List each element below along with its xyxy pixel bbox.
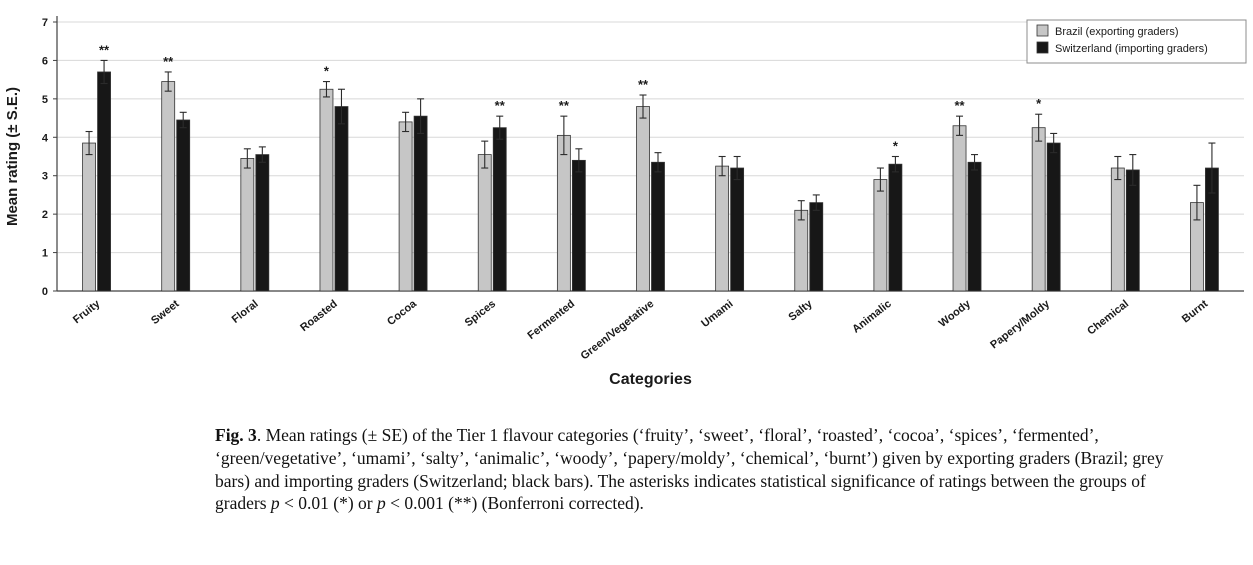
bar — [1110, 167, 1125, 292]
bar — [398, 121, 413, 292]
y-axis-title: Mean rating (± S.E.) — [4, 87, 21, 226]
y-tick-label: 4 — [42, 132, 49, 144]
bar — [651, 161, 665, 292]
significance-marker: * — [324, 64, 330, 79]
bar — [556, 134, 571, 292]
bar — [477, 154, 492, 292]
bar — [636, 106, 650, 292]
bar — [240, 158, 255, 292]
y-tick-label: 6 — [42, 55, 48, 67]
y-tick-label: 7 — [42, 17, 48, 29]
bar — [1125, 169, 1140, 292]
bar — [571, 159, 586, 292]
x-tick-label: Woody — [937, 297, 974, 329]
caption-segment: p — [270, 493, 280, 514]
bar — [967, 161, 982, 292]
legend-label: Brazil (exporting graders) — [1055, 26, 1179, 38]
bar — [176, 119, 191, 292]
significance-marker: * — [893, 139, 899, 154]
figure-caption: Fig. 3. Mean ratings (± SE) of the Tier … — [215, 424, 1167, 515]
bar — [730, 167, 745, 292]
caption-segment: . Mean ratings (± SE) of the Tier 1 flav… — [215, 425, 1164, 514]
x-tick-label: Floral — [230, 298, 261, 326]
x-tick-label: Umami — [699, 298, 735, 330]
bar — [809, 202, 824, 292]
y-tick-label: 5 — [42, 94, 48, 106]
bar — [715, 165, 730, 292]
significance-marker: ** — [638, 77, 649, 92]
x-tick-label: Burnt — [1180, 298, 1211, 326]
caption-segment: Fig. 3 — [215, 425, 257, 445]
x-tick-label: Roasted — [298, 298, 340, 334]
bar — [82, 142, 96, 292]
bar — [1046, 142, 1061, 292]
significance-marker: ** — [559, 98, 570, 113]
bar — [873, 179, 888, 292]
legend-swatch — [1036, 24, 1049, 37]
bar — [492, 127, 507, 292]
significance-marker: * — [1036, 96, 1042, 111]
x-tick-label: Green/Vegetative — [579, 298, 657, 362]
legend-label: Switzerland (importing graders) — [1055, 43, 1208, 55]
bar — [319, 88, 334, 292]
bar — [1031, 127, 1046, 292]
y-tick-label: 2 — [42, 209, 48, 221]
x-tick-label: Fermented — [526, 298, 578, 342]
bar — [794, 209, 809, 292]
bar — [97, 71, 111, 292]
x-tick-label: Cocoa — [385, 297, 420, 328]
y-tick-label: 0 — [42, 286, 48, 298]
bar — [255, 154, 270, 292]
x-tick-label: Sweet — [149, 298, 182, 327]
bar — [161, 81, 176, 292]
x-tick-label: Salty — [787, 297, 816, 323]
x-tick-label: Animalic — [850, 298, 894, 336]
x-tick-label: Chemical — [1085, 298, 1131, 338]
caption-segment: < 0.01 (*) or — [279, 493, 377, 514]
x-tick-label: Papery/Moldy — [988, 297, 1052, 351]
significance-marker: ** — [954, 98, 965, 113]
significance-marker: ** — [99, 42, 110, 57]
bar — [413, 115, 428, 292]
significance-marker: ** — [495, 98, 506, 113]
legend-swatch — [1036, 41, 1049, 54]
x-tick-label: Spices — [463, 298, 498, 329]
caption-segment: p — [377, 493, 386, 514]
bar — [888, 163, 903, 292]
legend-box — [1026, 19, 1247, 64]
bar-chart: 0 1 2 3 4 5 6 7 Mean rating (± S.E.) Fruity Sweet F… — [4, 16, 1247, 388]
caption-segment: < 0.001 (**) (Bonferroni corrected). — [385, 493, 644, 514]
bar — [334, 106, 349, 292]
y-tick-label: 3 — [42, 171, 48, 183]
bar — [952, 125, 967, 292]
significance-marker: ** — [163, 54, 174, 69]
x-tick-label: Fruity — [71, 297, 103, 326]
y-tick-label: 1 — [42, 248, 48, 260]
x-axis-title: Categories — [609, 371, 692, 388]
